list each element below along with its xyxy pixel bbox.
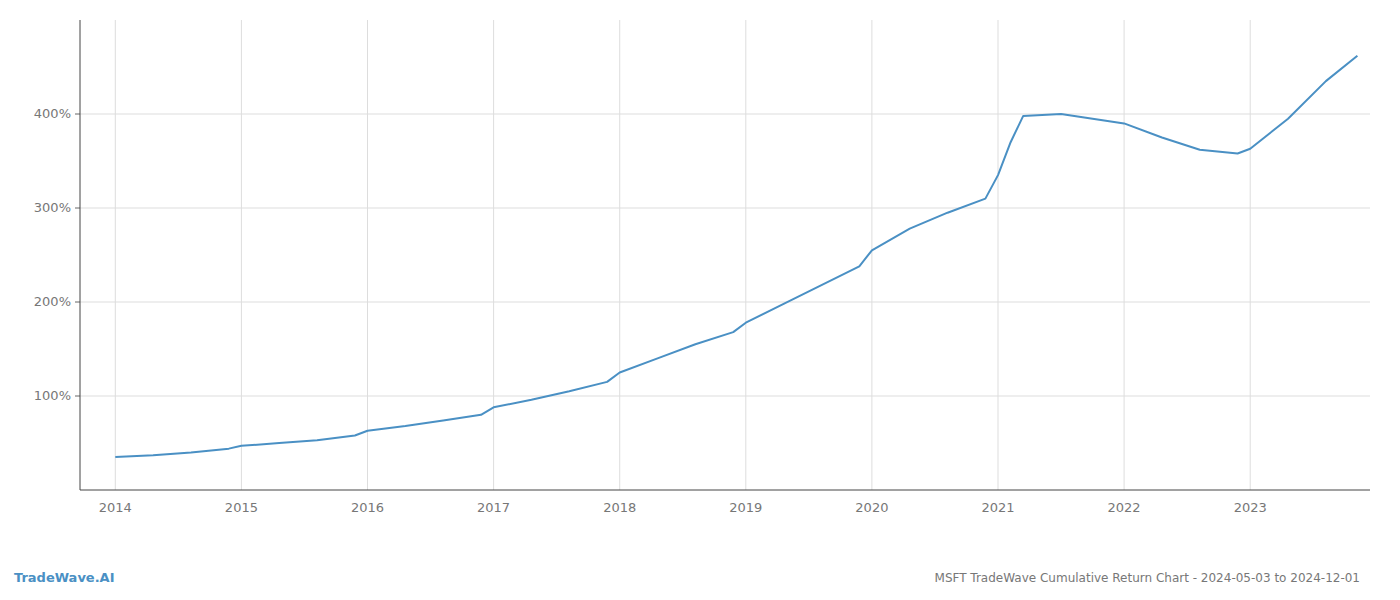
- chart: 100% 200% 300% 400% 2014 2015 2016 2017 2018 2019…: [0, 0, 1400, 600]
- watermark: TradeWave.AI: [14, 570, 115, 585]
- background: [0, 0, 1400, 600]
- x-tick-label: 2022: [1108, 500, 1141, 515]
- x-tick-label: 2014: [99, 500, 132, 515]
- x-grid-line: [493, 20, 494, 490]
- y-tick: [75, 302, 80, 303]
- x-tick-label: 2016: [351, 500, 384, 515]
- title: MSFT TradeWave Cumulative Return Chart -…: [935, 571, 1360, 585]
- x-grid-line: [745, 20, 746, 490]
- y-grid-line: [80, 396, 1370, 397]
- plot-area: [115, 56, 1357, 457]
- y-axis-line: [80, 20, 81, 490]
- y-tick: [75, 114, 80, 115]
- y-grid-line: [80, 208, 1370, 209]
- x-grid-line: [619, 20, 620, 490]
- x-grid-line: [241, 20, 242, 490]
- x-grid-line: [871, 20, 872, 490]
- x-tick-label: 2015: [225, 500, 258, 515]
- x-tick-label: 2023: [1234, 500, 1267, 515]
- x-tick-label: 2017: [477, 500, 510, 515]
- y-grid-line: [80, 114, 1370, 115]
- y-grid-line: [80, 302, 1370, 303]
- axes: 100% 200% 300% 400% 2014 2015 2016 2017 2018 2019…: [34, 20, 1370, 515]
- x-grid-line: [998, 20, 999, 490]
- y-tick: [75, 396, 80, 397]
- x-tick-label: 2018: [603, 500, 636, 515]
- y-tick-label: 200%: [34, 294, 71, 309]
- x-tick-label: 2019: [729, 500, 762, 515]
- x-grid-line: [1124, 20, 1125, 490]
- y-tick-label: 100%: [34, 388, 71, 403]
- y-tick: [75, 208, 80, 209]
- x-tick-label: 2020: [855, 500, 888, 515]
- y-tick-label: 400%: [34, 106, 71, 121]
- x-axis-line: [80, 490, 1370, 491]
- data-line: [115, 56, 1357, 457]
- grid: [80, 20, 1370, 490]
- x-grid-line: [1250, 20, 1251, 490]
- x-grid-line: [367, 20, 368, 490]
- x-tick-label: 2021: [981, 500, 1014, 515]
- x-grid-line: [115, 20, 116, 490]
- y-tick-label: 300%: [34, 200, 71, 215]
